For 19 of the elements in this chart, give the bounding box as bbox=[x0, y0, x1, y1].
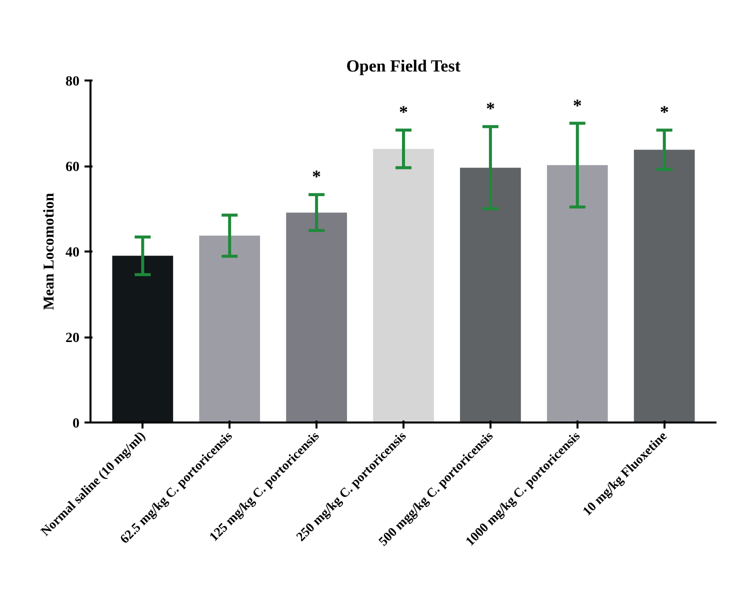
bar bbox=[199, 236, 260, 422]
bar bbox=[634, 150, 695, 422]
y-tick-label: 0 bbox=[72, 416, 80, 432]
annotation: * bbox=[486, 98, 495, 119]
y-tick-label: 20 bbox=[66, 331, 80, 346]
y-tick-label: 40 bbox=[66, 246, 80, 260]
bar bbox=[373, 148, 434, 422]
annotation: * bbox=[572, 95, 582, 116]
y-tick-label: 80 bbox=[66, 74, 80, 90]
bar bbox=[460, 168, 521, 422]
bar bbox=[112, 256, 174, 422]
y-tick-label: 60 bbox=[66, 160, 80, 175]
y-axis-title: Mean Locomotion bbox=[42, 192, 58, 310]
annotation: * bbox=[399, 102, 408, 122]
annotation: * bbox=[660, 102, 669, 122]
bar bbox=[286, 212, 347, 422]
chart-title: Open Field Test bbox=[346, 56, 461, 76]
bar bbox=[546, 165, 608, 422]
annotation: * bbox=[312, 166, 322, 187]
